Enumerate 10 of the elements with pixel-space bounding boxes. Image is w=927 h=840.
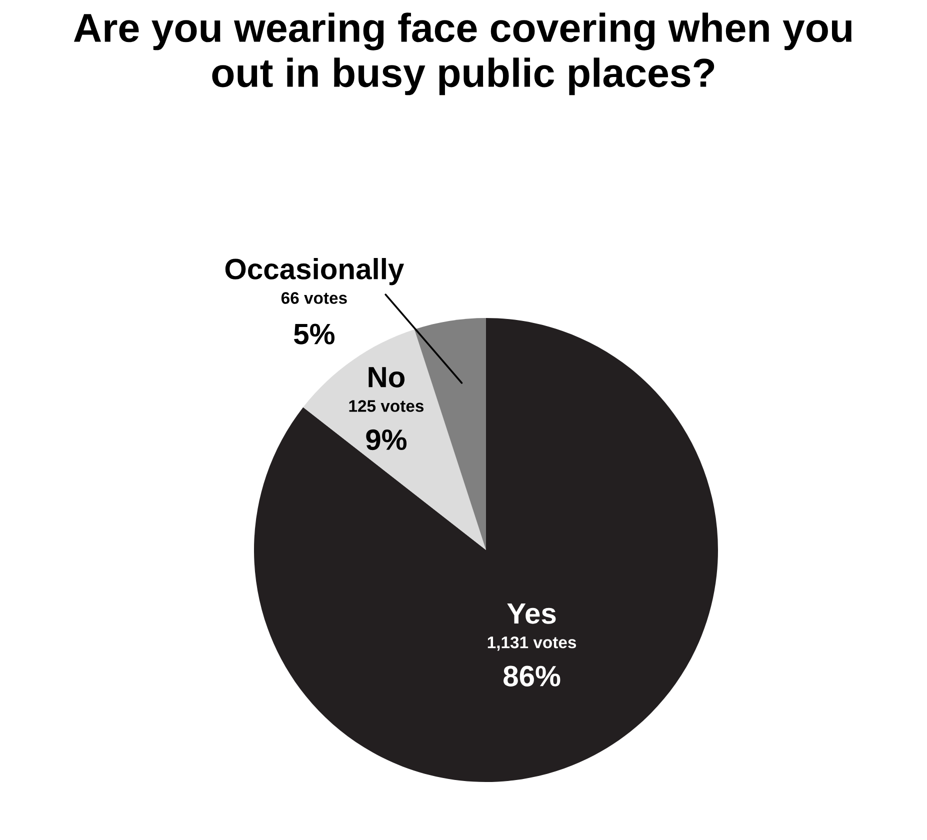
slice-label: No [368, 367, 405, 388]
text: 86% [504, 666, 560, 686]
text: 9% [366, 429, 407, 450]
slice-label: Occasionally [225, 258, 404, 286]
text: 5% [294, 324, 334, 344]
data-label: 1,131 votes [488, 636, 576, 651]
chart-title: Are you wearing face covering when you out in busy public places? [74, 12, 852, 96]
data-label: 66 votes [281, 292, 347, 304]
slice-label: Yes [507, 603, 556, 624]
data-label: 125 votes [349, 400, 424, 412]
